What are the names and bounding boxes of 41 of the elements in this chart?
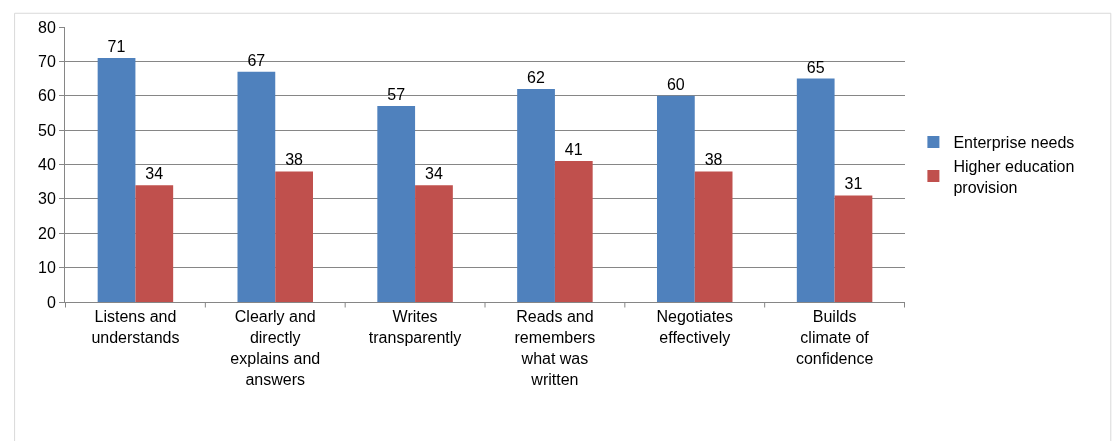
legend-label: Higher education provision: [953, 157, 1075, 196]
bar: [796, 78, 835, 302]
legend-label: Enterprise needs: [953, 134, 1075, 152]
bar: [377, 106, 416, 302]
bar: [237, 71, 276, 302]
y-tick-label: 10: [38, 259, 56, 277]
bar: [517, 88, 555, 302]
data-label: 34: [145, 165, 164, 183]
data-label: 38: [285, 151, 304, 169]
data-label: 38: [704, 151, 723, 169]
data-label: 57: [387, 86, 406, 104]
data-label: 67: [247, 51, 266, 69]
data-label: 41: [564, 141, 583, 159]
x-tick-label: Clearly and directly explains and answers: [230, 308, 321, 388]
bar: [554, 161, 593, 302]
y-tick-label: 50: [38, 121, 56, 139]
data-label: 65: [806, 58, 825, 76]
bar: [415, 185, 453, 302]
x-tick-label: Negotiates effectively: [656, 308, 733, 346]
x-tick-label: Listens and understands: [91, 308, 180, 346]
y-tick-label: 40: [38, 156, 56, 174]
y-tick-label: 20: [38, 224, 56, 242]
x-tick-label: Builds climate of confidence: [795, 308, 874, 367]
y-tick-label: 70: [38, 52, 56, 70]
bar: [656, 95, 695, 302]
bar: [97, 57, 136, 302]
data-label: 31: [844, 175, 863, 193]
bar: [694, 171, 733, 302]
y-tick-label: 80: [38, 18, 56, 36]
bar: [275, 171, 313, 302]
bar: [135, 185, 174, 302]
x-tick-label: Reads and remembers what was written: [514, 308, 596, 388]
data-label: 60: [666, 75, 685, 93]
data-label: 71: [107, 37, 126, 55]
y-tick-label: 0: [46, 293, 56, 311]
data-label: 34: [425, 165, 443, 183]
data-label: 62: [527, 68, 545, 86]
bar: [834, 195, 873, 302]
y-tick-label: 60: [38, 87, 56, 105]
y-tick-label: 30: [38, 190, 56, 208]
x-tick-label: Writes transparently: [368, 308, 462, 346]
